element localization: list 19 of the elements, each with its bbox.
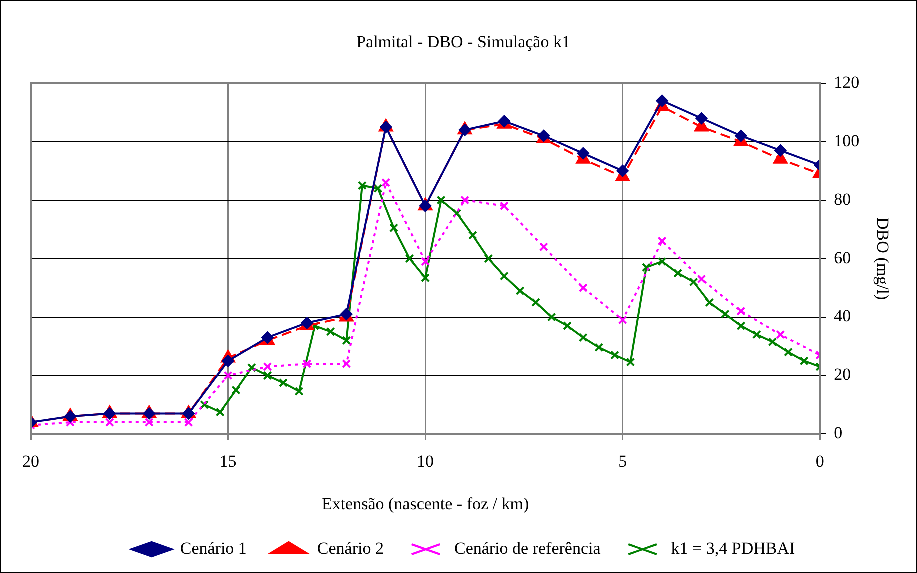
chart-title: Palmital - DBO - Simulação k1 (356, 32, 570, 52)
y-tick-label: 60 (834, 248, 852, 268)
x-tick-label: 10 (417, 452, 434, 471)
y-tick-label: 0 (834, 424, 843, 443)
y-tick-label: 20 (834, 365, 852, 384)
x-tick-label: 0 (816, 452, 824, 471)
y-tick-label: 40 (834, 306, 852, 326)
x-tick-label: 15 (220, 452, 237, 471)
y-tick-label: 100 (834, 131, 860, 150)
legend-label: Cenário 1 (180, 538, 247, 558)
y-tick-label: 120 (834, 72, 860, 92)
legend-label: Cenário 2 (317, 538, 384, 558)
y-tick-label: 80 (834, 190, 852, 209)
x-tick-label: 5 (618, 452, 628, 471)
x-tick-label: 20 (22, 452, 40, 471)
x-axis-title: Extensão (nascente - foz / km) (322, 494, 530, 514)
y-axis-title: DBO (mg/l) (873, 217, 892, 300)
legend-label: k1 = 3,4 PDHBAI (671, 538, 796, 558)
legend-label: Cenário de referência (454, 538, 602, 558)
